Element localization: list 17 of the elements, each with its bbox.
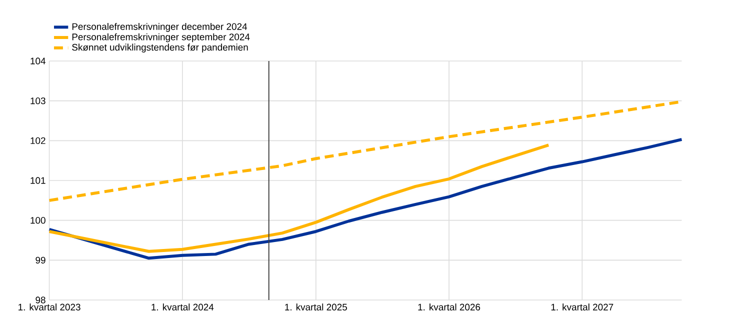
y-tick-label: 103 (30, 97, 46, 104)
y-tick-label: 98 (36, 296, 46, 304)
x-tick-label: 1. kvartal 2023 (18, 304, 80, 310)
line-series (48, 144, 550, 253)
line-series (48, 138, 684, 260)
x-tick-label: 1. kvartal 2024 (152, 304, 214, 310)
y-tick-label: 101 (30, 177, 46, 184)
legend-label: Personalefremskrivninger september 2024 (72, 33, 250, 42)
y-tick-label: 99 (36, 256, 46, 264)
legend-label: Skønnet udviklingstendens før pandemien (72, 44, 248, 53)
x-tick-label: 1. kvartal 2027 (551, 304, 614, 310)
x-tick-label: 1. kvartal 2026 (418, 304, 480, 310)
legend-label: Personalefremskrivninger december 2024 (72, 22, 248, 32)
y-tick-label: 104 (30, 58, 46, 64)
y-tick-label: 102 (30, 137, 46, 144)
x-tick-label: 1. kvartal 2025 (285, 304, 347, 310)
y-tick-label: 100 (30, 216, 46, 224)
